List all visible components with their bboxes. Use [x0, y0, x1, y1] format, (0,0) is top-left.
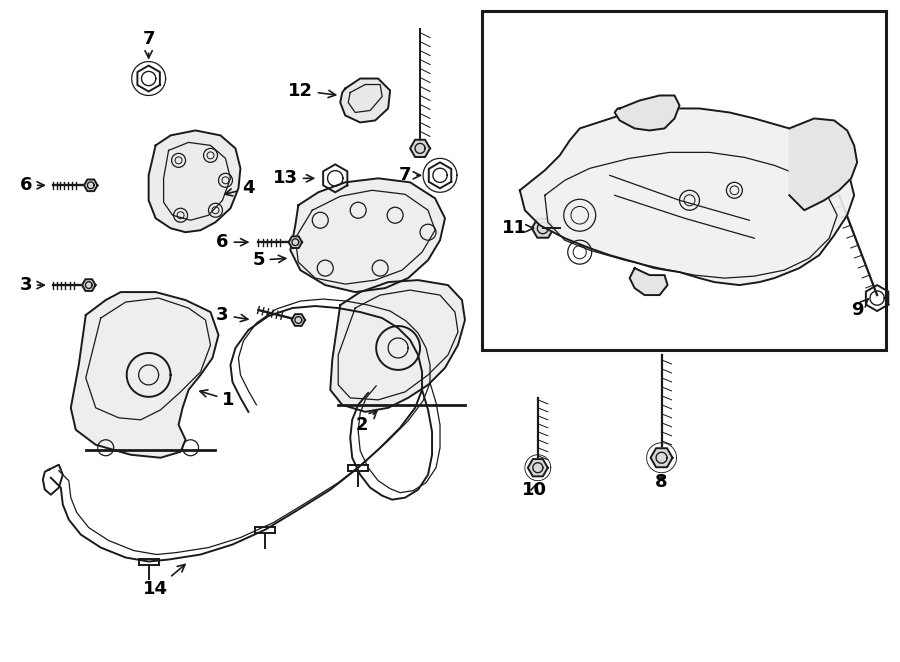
- Text: 8: 8: [655, 473, 668, 491]
- Polygon shape: [630, 268, 668, 295]
- Polygon shape: [615, 95, 680, 130]
- Text: 6: 6: [216, 233, 248, 251]
- Polygon shape: [410, 140, 430, 157]
- Polygon shape: [71, 292, 219, 457]
- Text: 12: 12: [288, 81, 336, 99]
- Polygon shape: [330, 280, 465, 412]
- Text: 3: 3: [216, 306, 248, 324]
- Text: 10: 10: [522, 481, 547, 498]
- Polygon shape: [789, 118, 857, 211]
- Text: 7: 7: [399, 166, 420, 184]
- Text: 1: 1: [200, 390, 235, 409]
- Bar: [482, 11, 886, 350]
- Text: 4: 4: [225, 179, 255, 197]
- Polygon shape: [340, 79, 390, 122]
- Text: 11: 11: [502, 219, 534, 237]
- Polygon shape: [651, 448, 672, 467]
- Polygon shape: [148, 130, 240, 232]
- Text: 3: 3: [20, 276, 44, 294]
- Polygon shape: [292, 314, 305, 326]
- Polygon shape: [289, 236, 302, 248]
- Polygon shape: [527, 459, 548, 477]
- Text: 13: 13: [273, 169, 313, 187]
- Text: 7: 7: [142, 30, 155, 58]
- Polygon shape: [520, 109, 854, 285]
- Text: 9: 9: [850, 299, 868, 319]
- Polygon shape: [82, 279, 95, 291]
- Text: 5: 5: [252, 251, 285, 269]
- Text: 14: 14: [143, 565, 185, 598]
- Polygon shape: [84, 179, 97, 191]
- Polygon shape: [532, 218, 554, 238]
- Text: 6: 6: [20, 176, 44, 195]
- Text: 2: 2: [356, 411, 377, 434]
- Polygon shape: [291, 178, 445, 292]
